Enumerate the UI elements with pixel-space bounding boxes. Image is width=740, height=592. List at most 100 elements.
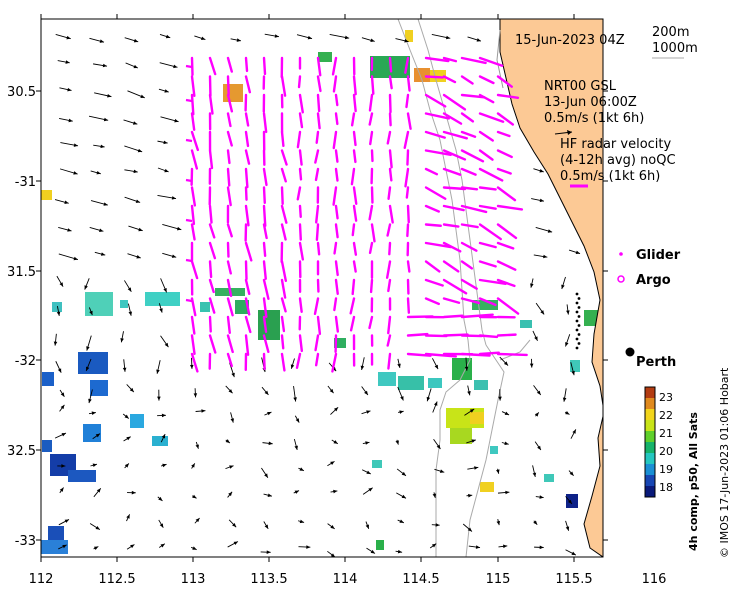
radar-arrow [442,93,467,111]
radar-arrow [190,56,194,76]
colorbar-segment [645,431,655,443]
gsl-arrowhead [547,229,553,233]
gsl-arrowhead [496,469,500,474]
radar-arrow [496,149,513,159]
radar-arrow [226,260,232,275]
gsl-arrowhead [99,39,105,43]
gsl-arrowhead [264,390,269,395]
gsl-arrowhead [436,444,441,449]
radar-arrow [226,130,233,147]
gsl-arrowhead [368,487,373,492]
radar-arrow [244,75,252,94]
colorbar-segment [645,453,655,465]
gsl-arrowhead [195,444,199,449]
radar-arrow [442,149,467,161]
gsl-arrowhead [434,364,439,370]
radar-arrow [208,315,212,333]
gsl-arrowhead [192,494,197,499]
gsl-arrowhead [171,254,177,258]
radar-arrow [478,334,499,339]
gsl-arrowhead [562,397,567,402]
x-axis-labels: 112 112.5 113 113.5 114 114.5 115 115.5 … [29,572,667,587]
gsl-arrowhead [64,519,70,523]
radar-arrow [478,93,495,104]
radar-arrow [496,278,516,288]
radar-arrow [280,260,288,282]
radar-arrow [388,241,392,256]
gsl-arrowhead [193,393,198,398]
gsl-arrowhead [503,544,508,549]
radar-arrow [334,149,339,163]
radar-arrow [297,75,302,89]
radar-arrow [460,260,474,270]
radar-arrow [226,167,231,187]
radar-arrow [424,297,440,306]
glider-track [575,292,581,350]
gsl-arrowhead [370,549,375,554]
radar-arrow [406,75,411,92]
gsl-arrowhead [132,121,138,125]
gsl-arrowhead [138,227,143,232]
radar-arrow [424,352,458,358]
radar-arrow [442,112,463,125]
radar-arrow [496,93,520,99]
gsl-arrowhead [163,288,167,293]
radar-arrow [442,56,458,63]
radar-arrow [185,178,193,183]
radar-arrow [496,352,528,357]
gsl-arrowhead [73,171,78,175]
radar-arrow [460,149,485,163]
gsl-arrowhead [73,143,79,147]
gsl-arrowhead [129,387,134,393]
radar-arrow [368,93,374,112]
gsl-arrowhead [539,169,544,173]
gsl-arrowhead [565,411,570,415]
gsl-arrowhead [364,390,368,396]
radar-arrow [190,75,196,98]
gsl-arrowhead [307,35,313,40]
radar-arrow [226,315,231,335]
gsl-arrowhead [126,436,131,441]
gsl-arrowhead [100,144,105,149]
radar-arrow [190,186,197,207]
isobath-label-1000m: 1000m [652,41,698,56]
y-axis-labels: 30.5 -31 31.5 -32 32.5 -33 [7,85,36,549]
radar-arrow [208,149,214,170]
radar-arrow [280,167,287,183]
y-tick-label: -31 [15,175,36,190]
gsl-arrowhead [124,414,129,419]
radar-arrow [406,352,432,357]
gsl-arrowhead [120,338,124,343]
radar-arrow [226,334,234,354]
radar-arrow [388,75,393,90]
colorbar-segment [645,420,655,432]
radar-arrow [406,204,410,224]
gsl-arrowhead [233,541,238,545]
radar-arrow [424,204,440,213]
gsl-arrowhead [236,38,241,42]
radar-arrow [280,223,287,241]
radar-arrow [298,93,304,114]
gsl-arrowhead [543,254,548,259]
gsl-arrowhead [397,363,401,368]
gsl-arrowhead [173,64,178,69]
glider-point [575,328,579,332]
radar-arrow [496,297,520,315]
gsl-arrowhead [133,38,139,43]
gsl-arrowhead [267,412,272,416]
radar-arrow [280,278,287,299]
gsl-arrowhead [137,148,143,153]
radar-arrow [190,149,199,170]
gsl-arrowhead [504,411,510,415]
radar-arrow [334,167,339,182]
radar-arrow [349,297,356,315]
glider-point [575,337,579,341]
gsl-arrowhead [96,488,101,493]
colorbar-segment [645,398,655,410]
radar-arrow [190,204,196,226]
gsl-arrowhead [136,255,141,259]
radar-arrow [262,278,270,300]
gsl-arrowhead [433,401,438,406]
radar-arrow [368,112,374,126]
gsl-arrowhead [295,418,300,423]
